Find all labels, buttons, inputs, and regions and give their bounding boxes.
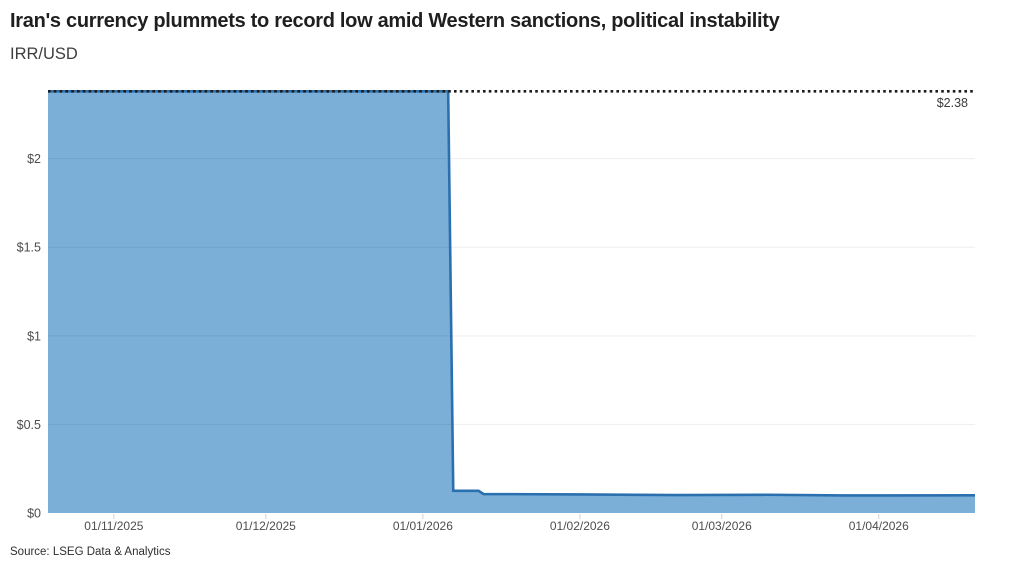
y-tick-label: $1 bbox=[27, 329, 41, 343]
x-tick-label: 01/04/2026 bbox=[849, 519, 909, 533]
price-line bbox=[48, 90, 976, 497]
source-attribution: Source: LSEG Data & Analytics bbox=[10, 546, 171, 558]
x-tick-label: 01/02/2026 bbox=[550, 519, 610, 533]
x-tick-label: 01/01/2026 bbox=[393, 519, 453, 533]
x-tick-label: 01/03/2026 bbox=[692, 519, 752, 533]
reference-line-value-label: $2.38 bbox=[936, 96, 968, 110]
x-tick-label: 01/11/2025 bbox=[84, 519, 143, 533]
chart-subtitle: IRR/USD bbox=[10, 45, 78, 63]
area-fill bbox=[48, 91, 975, 513]
chart-title: Iran's currency plummets to record low a… bbox=[10, 10, 780, 32]
x-tick-label: 01/12/2025 bbox=[236, 519, 296, 533]
y-tick-label: $2 bbox=[27, 152, 41, 166]
y-tick-label: $0 bbox=[27, 507, 41, 521]
y-tick-label: $1.5 bbox=[17, 241, 41, 255]
y-tick-label: $0.5 bbox=[17, 418, 41, 432]
